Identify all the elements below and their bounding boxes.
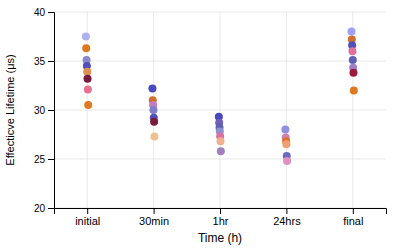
y-tick-mark (48, 208, 54, 209)
x-tick-mark (87, 208, 88, 214)
point (281, 126, 289, 134)
y-tick: 35 (34, 56, 54, 67)
chart: initial 30min 1hr 24hrs final 20 25 30 35 40 Time … (0, 0, 400, 250)
point (150, 132, 158, 140)
point (217, 147, 225, 155)
x-tick-label: 24hrs (273, 215, 301, 227)
y-tick: 40 (34, 7, 54, 18)
x-tick: 1hr (213, 208, 229, 227)
x-tick-mark (286, 208, 287, 214)
y-tick-mark (48, 61, 54, 62)
x-tick-mark (353, 208, 354, 214)
x-tick: initial (75, 208, 100, 227)
grid-line-x (286, 12, 287, 208)
point (82, 44, 90, 52)
y-tick-mark (48, 12, 54, 13)
x-axis: initial 30min 1hr 24hrs final (55, 208, 387, 227)
x-tick: 30min (139, 208, 169, 227)
x-axis-line (55, 209, 387, 215)
x-tick-label: 1hr (213, 215, 229, 227)
y-tick-label: 30 (34, 105, 46, 116)
x-tick-label: initial (75, 215, 100, 227)
y-tick: 25 (34, 154, 54, 165)
point (216, 137, 224, 145)
point (283, 157, 291, 165)
y-tick-mark (48, 159, 54, 160)
point (82, 33, 90, 41)
point (84, 75, 92, 83)
x-axis-title: Time (h) (198, 231, 242, 245)
point (350, 86, 358, 94)
y-tick: 30 (34, 105, 54, 116)
x-tick-mark (220, 208, 221, 214)
y-axis: 20 25 30 35 40 (34, 7, 55, 214)
grid-line-x (220, 12, 221, 208)
x-tick: 24hrs (273, 208, 301, 227)
y-tick: 20 (34, 203, 54, 214)
y-tick-mark (48, 110, 54, 111)
x-tick: final (343, 208, 363, 227)
y-tick-label: 20 (34, 203, 46, 214)
grid-line-x (87, 12, 88, 208)
x-tick-label: final (343, 215, 363, 227)
point (349, 56, 357, 64)
x-tick-label: 30min (139, 215, 169, 227)
point (349, 69, 357, 77)
point (148, 84, 156, 92)
point (84, 101, 92, 109)
y-tick-label: 40 (34, 7, 46, 18)
point (348, 47, 356, 55)
point (84, 85, 92, 93)
y-tick-label: 35 (34, 56, 46, 67)
point (282, 140, 290, 148)
y-axis-line (48, 13, 55, 209)
point (347, 28, 355, 36)
points (82, 28, 358, 165)
x-tick-mark (154, 208, 155, 214)
point (149, 106, 157, 114)
point (150, 118, 158, 126)
grid (54, 12, 386, 208)
point (83, 68, 91, 76)
y-axis-title: Effecticve Lifetime (μs) (4, 54, 16, 165)
y-tick-label: 25 (34, 154, 46, 165)
